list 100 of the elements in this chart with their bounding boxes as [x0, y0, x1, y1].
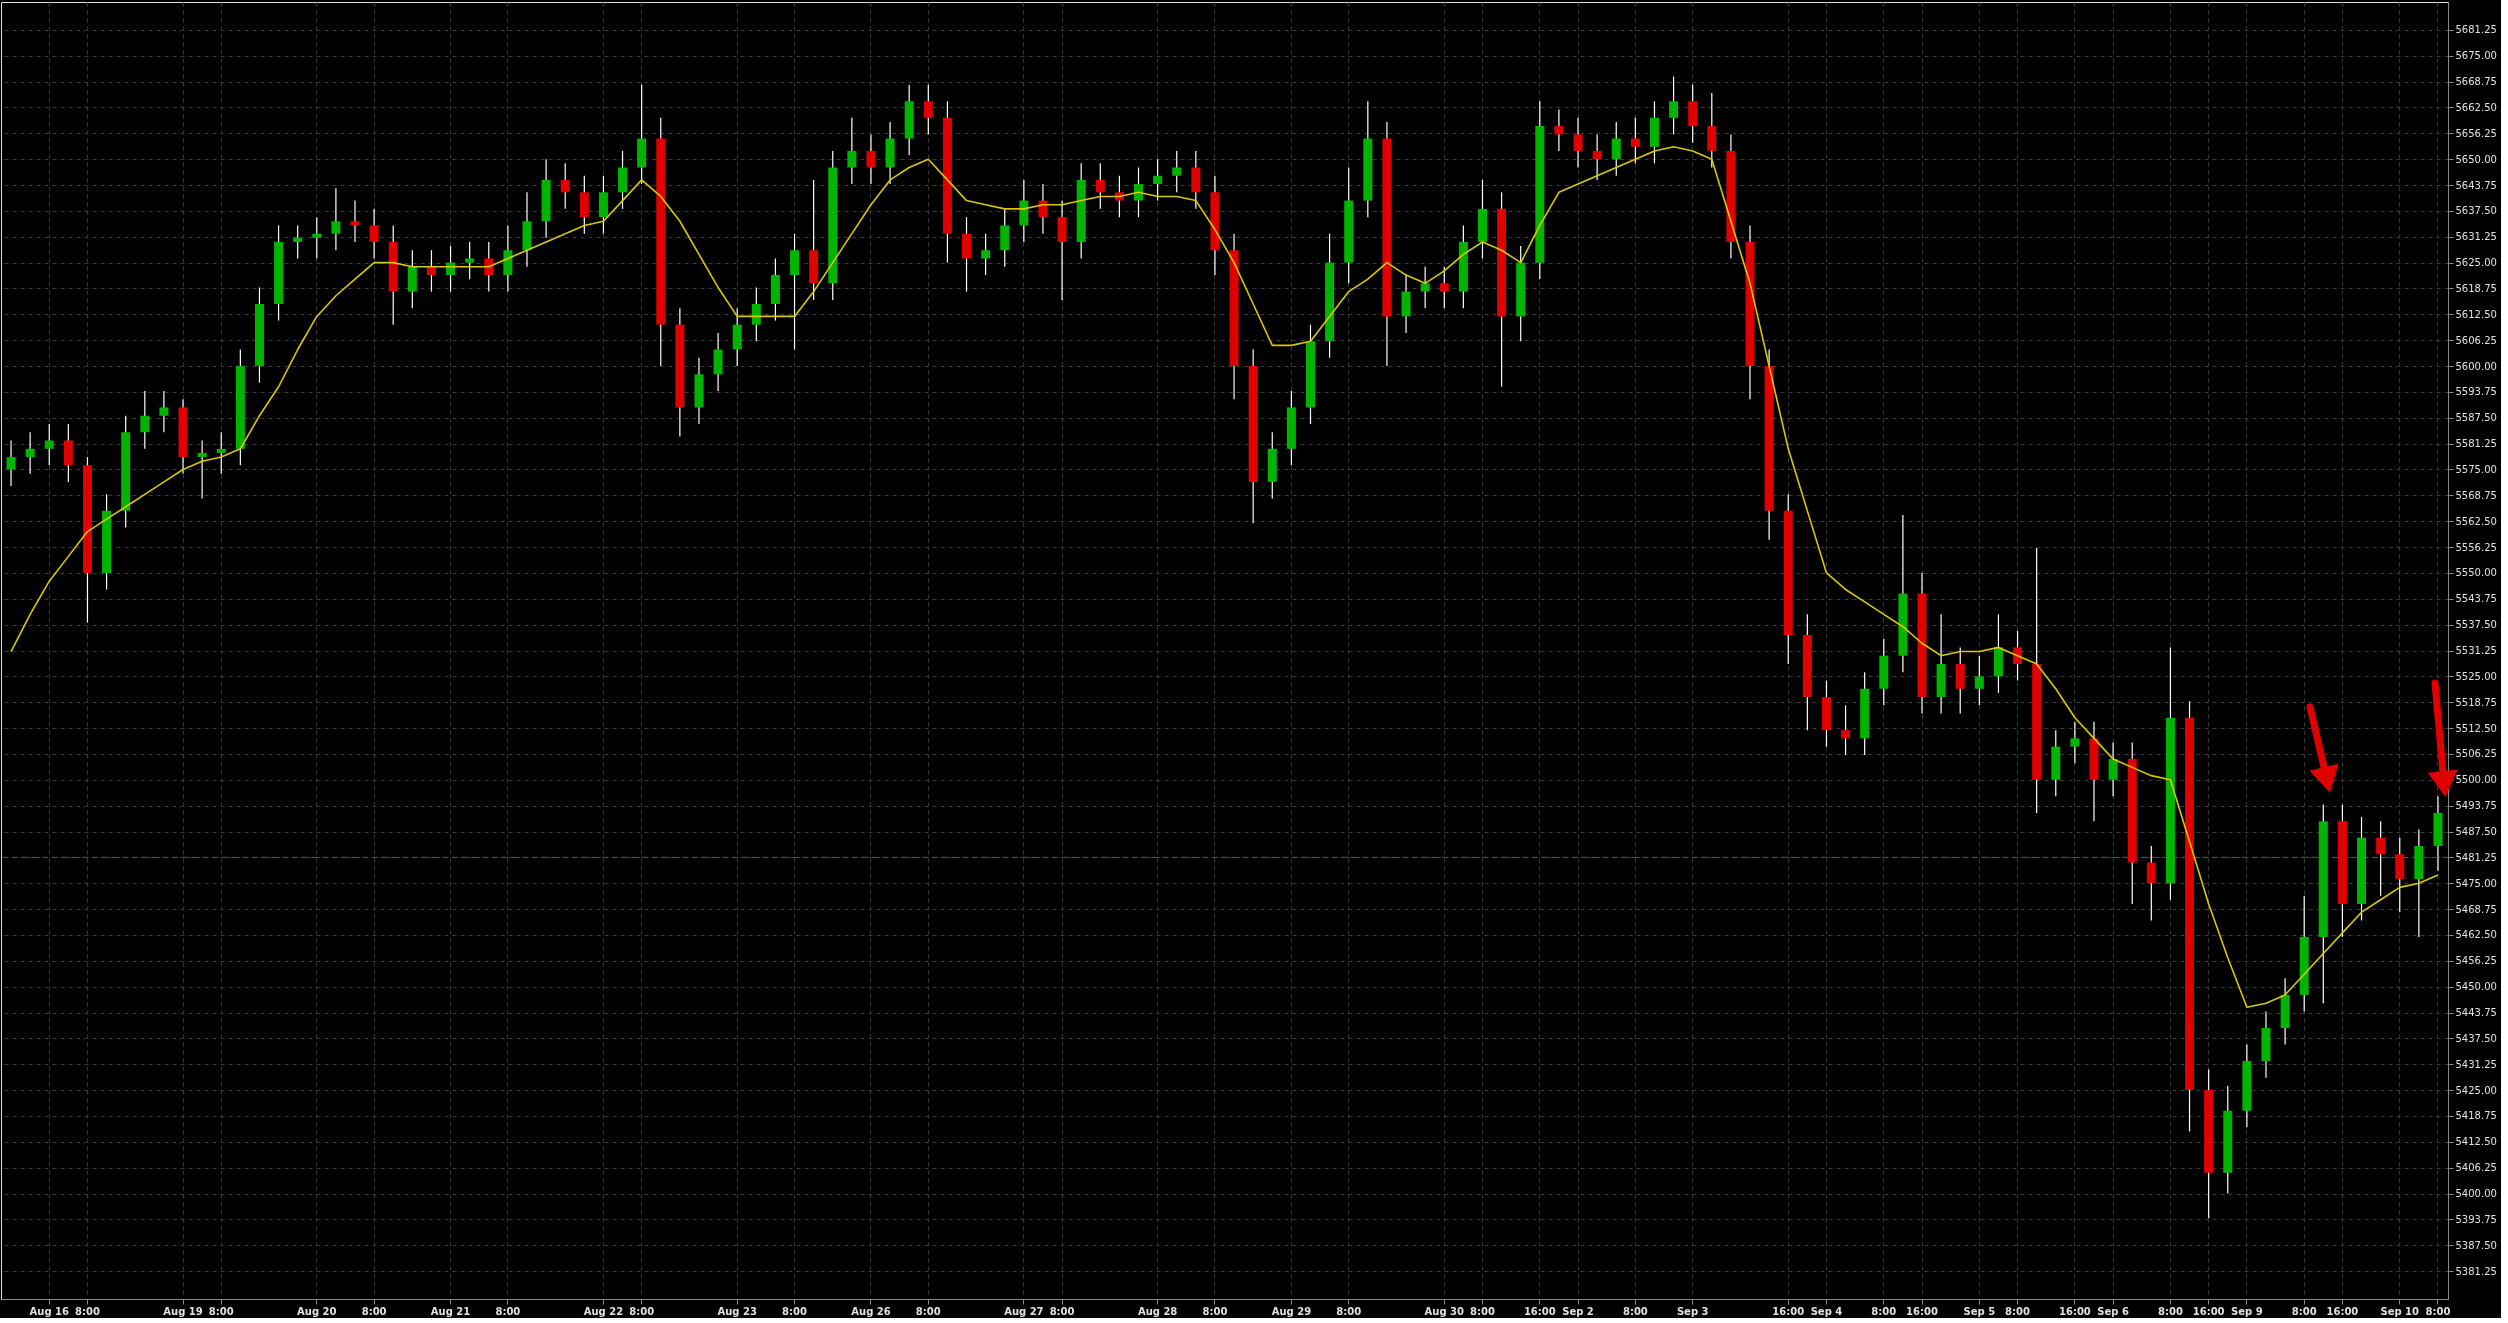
y-tick-label: 5393.75 [2455, 1213, 2497, 1225]
x-tick-label: Sep 3 [1676, 1305, 1709, 1317]
candlestick [1669, 75, 1679, 135]
x-tick-label: Sep 9 [2231, 1305, 2263, 1317]
y-tick-label: 5400.00 [2455, 1188, 2497, 1199]
x-tick-label: 8:00 [495, 1305, 521, 1317]
x-tick-label: 8:00 [1470, 1305, 1495, 1317]
x-tick-label: Aug 20 [297, 1305, 337, 1317]
x-tick-label: 16:00 [1906, 1305, 1938, 1317]
candlestick [2013, 630, 2023, 682]
x-tick-label: Aug 16 [29, 1305, 69, 1317]
candlestick [923, 84, 933, 135]
y-tick-label: 5450.00 [2455, 981, 2497, 993]
y-tick-label: 5487.50 [2455, 826, 2497, 837]
candlestick [350, 199, 360, 243]
x-tick-label: Aug 19 [163, 1305, 203, 1317]
x-tick-label: 8:00 [361, 1305, 387, 1317]
x-tick-label: 8:00 [2157, 1305, 2183, 1317]
y-tick-label: 5537.50 [2455, 619, 2497, 631]
y-tick-label: 5525.00 [2455, 670, 2497, 682]
y-tick-label: 5625.00 [2455, 257, 2497, 269]
y-tick-label: 5550.00 [2455, 567, 2497, 579]
candlestick [465, 241, 475, 280]
x-tick-label: Sep 4 [1810, 1305, 1843, 1317]
x-tick-label: Sep 10 [2380, 1305, 2420, 1317]
y-tick-label: 5643.75 [2455, 179, 2497, 191]
y-tick-label: 5562.50 [2455, 515, 2497, 527]
candlestick [331, 187, 341, 251]
y-tick-label: 5575.00 [2455, 464, 2497, 475]
candlestick [312, 216, 322, 260]
candlestick [2070, 721, 2080, 764]
candlestick [140, 390, 150, 450]
line-series [10, 146, 2439, 1009]
candlestick [159, 390, 169, 433]
candlestick [2146, 845, 2156, 922]
x-tick-label: 16:00 [1523, 1305, 1556, 1317]
candlestick [1611, 121, 1621, 177]
x-tick-label: Aug 23 [717, 1305, 757, 1317]
candlestick [1841, 704, 1851, 756]
y-tick-label: 5412.50 [2455, 1136, 2497, 1148]
y-tick-label: 5593.75 [2455, 386, 2497, 398]
x-tick-label: Aug 26 [851, 1305, 891, 1317]
candlestick [1573, 117, 1583, 169]
candlestick [2376, 820, 2386, 897]
y-tick-label: 5512.50 [2455, 722, 2497, 734]
y-tick-label: 5437.50 [2455, 1032, 2497, 1044]
y-tick-label: 5381.25 [2455, 1265, 2497, 1277]
x-tick-label: 8:00 [629, 1305, 655, 1317]
y-tick-label: 5543.75 [2455, 593, 2497, 605]
x-tick-label: 8:00 [915, 1305, 941, 1317]
x-tick-label: Aug 27 [1004, 1305, 1044, 1317]
y-tick-label: 5431.25 [2455, 1058, 2497, 1070]
x-tick-label: 8:00 [75, 1305, 100, 1317]
y-tick-label: 5443.75 [2455, 1007, 2497, 1018]
y-tick-label: 5606.25 [2455, 334, 2497, 346]
candlestick [25, 431, 35, 475]
y-tick-label: 5668.75 [2455, 76, 2497, 88]
x-tick-label: Aug 28 [1137, 1305, 1178, 1317]
candlestick [2108, 741, 2118, 797]
y-tick-label: 5468.75 [2455, 903, 2497, 915]
candlestick [44, 423, 54, 466]
candlestick [866, 133, 876, 185]
x-tick-label: 8:00 [2291, 1305, 2317, 1317]
y-tick-label: 5500.00 [2455, 774, 2497, 786]
x-tick-label: Aug 21 [430, 1305, 471, 1317]
y-tick-label: 5675.00 [2455, 50, 2497, 62]
candlestick [197, 439, 207, 500]
x-tick-label: Sep 6 [2097, 1305, 2129, 1317]
candlestick [1592, 133, 1602, 181]
candlestick [1630, 117, 1640, 164]
y-tick-label: 5612.50 [2455, 308, 2497, 320]
candlestick [1420, 266, 1430, 309]
x-tick-label: 8:00 [1049, 1305, 1075, 1317]
candlestick [1554, 108, 1564, 152]
candlestick [293, 224, 303, 260]
y-tick-label: 5518.75 [2455, 696, 2497, 708]
x-tick-label: Aug 29 [1271, 1305, 1312, 1317]
candlestick [369, 208, 379, 260]
x-tick-label: 8:00 [2005, 1305, 2031, 1317]
y-tick-label: 5568.75 [2455, 489, 2497, 501]
y-tick-label: 5531.25 [2455, 645, 2497, 656]
y-tick-label: 5637.50 [2455, 205, 2497, 217]
y-tick-label: 5462.50 [2455, 929, 2497, 941]
y-tick-label: 5556.25 [2455, 541, 2497, 553]
candlestick [1153, 158, 1163, 202]
y-tick-label: 5475.00 [2455, 877, 2497, 889]
candlestick [1974, 655, 1984, 706]
y-tick-label: 5681.25 [2455, 24, 2497, 36]
x-tick-label: 16:00 [2192, 1305, 2225, 1317]
y-tick-label: 5506.25 [2455, 748, 2497, 760]
candlestick [847, 117, 857, 185]
x-tick-label: 8:00 [1202, 1305, 1228, 1317]
x-tick-label: 8:00 [2425, 1305, 2451, 1317]
y-tick-label: 5493.75 [2455, 800, 2497, 812]
x-tick-label: 8:00 [1622, 1305, 1648, 1317]
candlestick [1095, 162, 1105, 210]
y-tick-label: 5425.00 [2455, 1084, 2497, 1096]
candlestick [1114, 175, 1124, 218]
x-tick-label: 16:00 [2326, 1305, 2359, 1317]
y-tick-label: 5418.75 [2455, 1110, 2497, 1122]
